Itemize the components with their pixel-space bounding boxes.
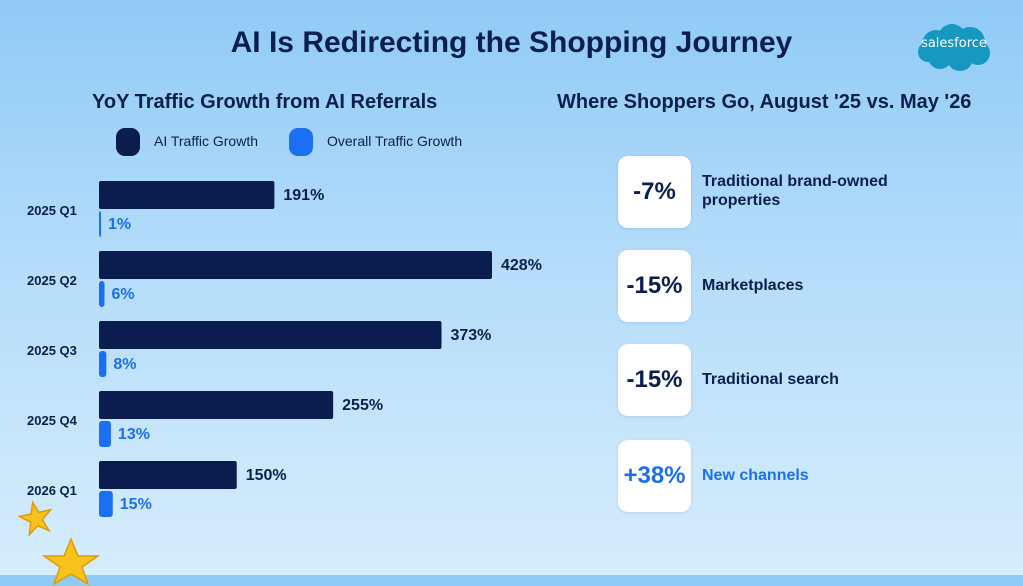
stat-value-marketplaces: -15% (626, 272, 683, 299)
stat-label-marketplaces: Marketplaces (702, 277, 804, 294)
legend-swatch-overall (289, 128, 313, 156)
bar-chart: 191% 1% 2025 Q1 428% 6% 2025 Q2 373% 8% 2025 Q3 2… (27, 181, 542, 517)
stat-value-new-channels: +38% (623, 462, 686, 489)
legend-label-ai: AI Traffic Growth (154, 133, 258, 149)
data-label-ai: 150% (246, 467, 287, 484)
bar-overall (99, 491, 113, 517)
bar-ai (99, 251, 492, 279)
bar-overall (99, 281, 105, 307)
salesforce-logo: salesforce (914, 22, 994, 74)
stat-label-brand-owned: Traditional brand-owned properties (702, 173, 888, 209)
chart-title: YoY Traffic Growth from AI Referrals (92, 91, 438, 113)
stat-box-brand-owned: -7% (618, 156, 691, 228)
data-label-overall: 1% (108, 216, 131, 233)
bar-ai (99, 391, 334, 419)
star-icon-large (41, 537, 101, 586)
category-label: 2025 Q2 (27, 273, 77, 288)
data-label-overall: 6% (112, 286, 135, 303)
legend-swatch-ai (116, 128, 140, 156)
data-label-ai: 373% (450, 327, 491, 344)
data-label-ai: 191% (283, 187, 324, 204)
category-label: 2025 Q4 (27, 413, 78, 428)
stat-box-traditional-search: -15% (618, 344, 691, 416)
bar-ai (99, 181, 275, 209)
bar-overall (99, 351, 107, 377)
channels-title: Where Shoppers Go, August '25 vs. May '2… (557, 91, 972, 113)
bar-overall (99, 421, 111, 447)
logo-text: salesforce (921, 36, 987, 51)
data-label-overall: 15% (120, 496, 152, 513)
category-label: 2025 Q1 (27, 203, 77, 218)
data-label-ai: 428% (501, 257, 542, 274)
category-label: 2025 Q3 (27, 343, 77, 358)
legend-label-overall: Overall Traffic Growth (327, 133, 463, 149)
stat-box-marketplaces: -15% (618, 250, 691, 322)
stat-label-new-channels: New channels (702, 467, 809, 484)
data-label-overall: 8% (113, 356, 136, 373)
category-label: 2026 Q1 (27, 483, 77, 498)
stat-label-traditional-search: Traditional search (702, 371, 839, 388)
bar-ai (99, 321, 442, 349)
stat-box-new-channels: +38% (618, 440, 691, 512)
data-label-ai: 255% (342, 397, 383, 414)
star-icon (18, 500, 53, 536)
page-title: AI Is Redirecting the Shopping Journey (230, 26, 793, 59)
data-label-overall: 13% (118, 426, 150, 443)
stat-value-traditional-search: -15% (626, 366, 683, 393)
stat-value-brand-owned: -7% (633, 178, 676, 205)
bar-overall (99, 211, 101, 237)
bar-ai (99, 461, 237, 489)
cloud-icon (918, 24, 990, 71)
